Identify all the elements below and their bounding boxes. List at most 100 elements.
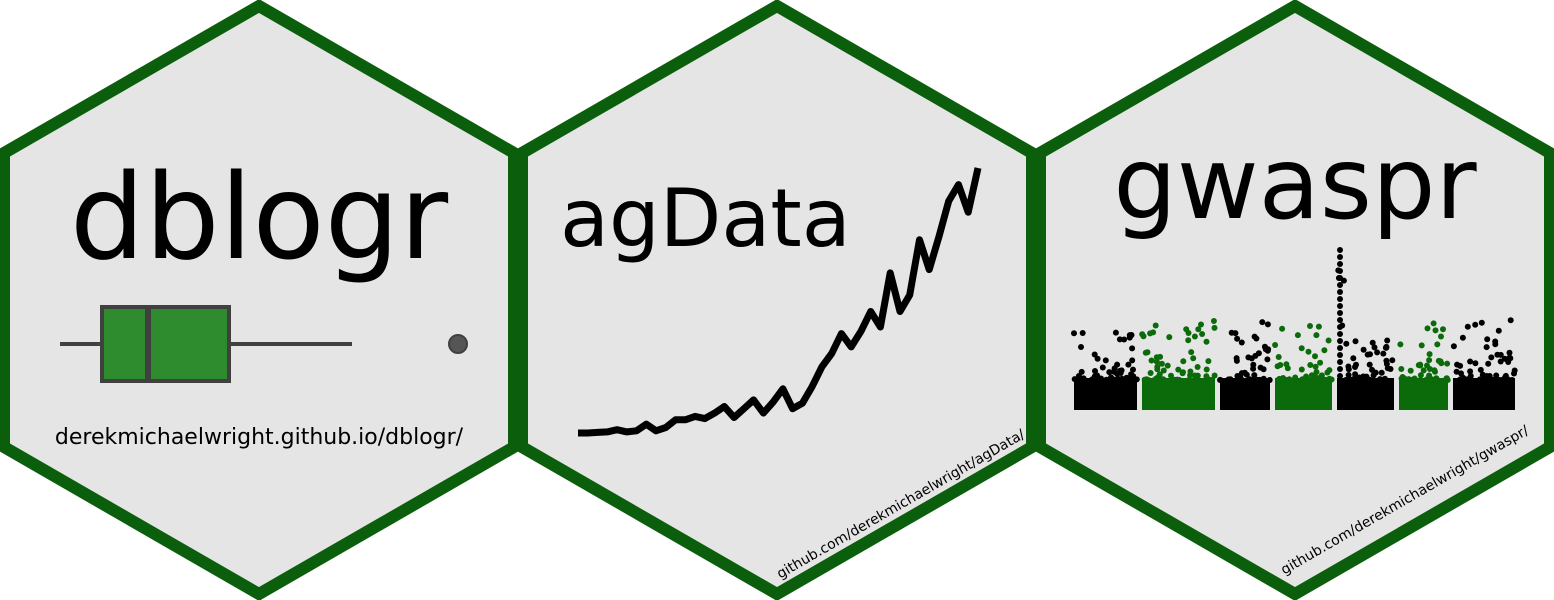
manhattan-point	[1369, 366, 1375, 373]
manhattan-point	[1238, 339, 1245, 346]
manhattan-point	[1195, 326, 1202, 333]
manhattan-chromosome-band	[1337, 378, 1394, 410]
manhattan-point	[1345, 372, 1352, 378]
manhattan-point	[1479, 371, 1486, 378]
manhattan-point	[1129, 357, 1136, 364]
manhattan-point	[1401, 376, 1408, 383]
manhattan-point	[1352, 338, 1359, 345]
manhattan-point	[1312, 363, 1319, 370]
manhattan-point	[1478, 377, 1485, 383]
manhattan-point	[1360, 346, 1367, 353]
sticker-dblogr[interactable]: dblogr derekmichaelwright.github.io/dblo…	[0, 0, 520, 600]
manhattan-point	[1091, 351, 1098, 358]
manhattan-point	[1259, 319, 1266, 326]
manhattan-point	[1175, 366, 1182, 373]
manhattan-point	[1114, 376, 1121, 383]
manhattan-chromosome-band	[1074, 378, 1137, 410]
manhattan-point	[1109, 376, 1116, 383]
manhattan-point	[1133, 376, 1140, 383]
manhattan-peak-point	[1337, 303, 1343, 309]
manhattan-point	[1317, 359, 1324, 366]
manhattan-chromosome-band	[1275, 378, 1332, 410]
manhattan-point	[1191, 333, 1198, 340]
manhattan-point	[1317, 377, 1324, 383]
manhattan-point	[1194, 364, 1201, 370]
boxplot-box	[100, 305, 231, 383]
manhattan-point	[1150, 329, 1157, 336]
manhattan-point	[1407, 367, 1414, 374]
manhattan-point	[1443, 375, 1450, 382]
manhattan-point	[1211, 324, 1218, 331]
manhattan-point	[1112, 329, 1119, 336]
manhattan-point	[1190, 355, 1197, 362]
manhattan-point	[1188, 349, 1195, 356]
manhattan-point	[1125, 361, 1132, 368]
manhattan-point	[1389, 357, 1396, 364]
manhattan-point	[1283, 361, 1290, 368]
manhattan-point	[1248, 377, 1255, 383]
manhattan-point	[1433, 375, 1440, 382]
manhattan-point	[1497, 358, 1504, 365]
manhattan-point	[1264, 321, 1271, 328]
manhattan-point	[1099, 364, 1106, 371]
manhattan-point	[1434, 341, 1441, 348]
manhattan-point	[1438, 333, 1444, 340]
manhattan-point	[1217, 376, 1224, 383]
manhattan-point	[1091, 373, 1098, 380]
sticker-gwaspr[interactable]: gwaspr github.com/derekmichaelwright/gwa…	[1034, 0, 1554, 600]
manhattan-point	[1211, 372, 1218, 379]
manhattan-point	[1511, 367, 1518, 374]
manhattan-point	[1453, 368, 1460, 375]
manhattan-peak-point	[1337, 387, 1343, 393]
agdata-line-series	[578, 167, 982, 437]
manhattan-point	[1071, 330, 1077, 337]
sticker-title-gwaspr: gwaspr	[1113, 125, 1477, 242]
manhattan-point	[1325, 337, 1332, 344]
sticker-title-agdata: agData	[560, 172, 851, 265]
manhattan-point	[1440, 326, 1446, 333]
manhattan-point	[1432, 368, 1438, 375]
manhattan-point	[1103, 376, 1110, 383]
manhattan-peak-point	[1337, 380, 1343, 386]
manhattan-peak-point	[1337, 359, 1343, 365]
manhattan-point	[1313, 369, 1320, 375]
manhattan-peak-point	[1337, 324, 1343, 330]
manhattan-point	[1153, 354, 1160, 361]
manhattan-point	[1094, 355, 1101, 362]
manhattan-point	[1092, 368, 1098, 374]
manhattan-point	[1380, 350, 1387, 357]
manhattan-point	[1312, 353, 1318, 360]
manhattan-point	[1279, 325, 1286, 332]
manhattan-point	[1129, 345, 1136, 352]
manhattan-point	[1080, 377, 1087, 383]
manhattan-peak-point	[1337, 352, 1343, 358]
manhattan-point	[1467, 358, 1474, 365]
manhattan-point	[1164, 362, 1171, 369]
manhattan-point	[1367, 351, 1373, 358]
sticker-agdata[interactable]: agData github.com/derekmichaelwright/agD…	[516, 0, 1038, 600]
manhattan-point	[1432, 327, 1439, 334]
manhattan-point	[1305, 348, 1312, 355]
manhattan-point	[1130, 366, 1136, 373]
manhattan-point	[1506, 349, 1513, 356]
manhattan-peak-point	[1337, 282, 1343, 288]
manhattan-point	[1321, 377, 1328, 383]
manhattan-point	[1383, 344, 1390, 351]
manhattan-chromosome-band	[1142, 378, 1215, 410]
manhattan-chromosome-band	[1453, 378, 1515, 410]
manhattan-point	[1205, 358, 1212, 365]
manhattan-point	[1126, 332, 1133, 339]
manhattan-point	[1483, 344, 1490, 351]
manhattan-peak-point	[1337, 289, 1343, 295]
manhattan-point	[1264, 356, 1271, 363]
manhattan-point	[1251, 333, 1258, 340]
manhattan-point	[1209, 377, 1215, 383]
line-chart-icon	[578, 167, 982, 437]
manhattan-peak-point	[1337, 247, 1343, 253]
manhattan-point	[1075, 377, 1082, 383]
sticker-url-dblogr[interactable]: derekmichaelwright.github.io/dblogr/	[55, 425, 464, 450]
manhattan-point	[1496, 377, 1503, 383]
manhattan-point	[1360, 376, 1367, 383]
hex-badge-agdata	[516, 0, 1038, 600]
